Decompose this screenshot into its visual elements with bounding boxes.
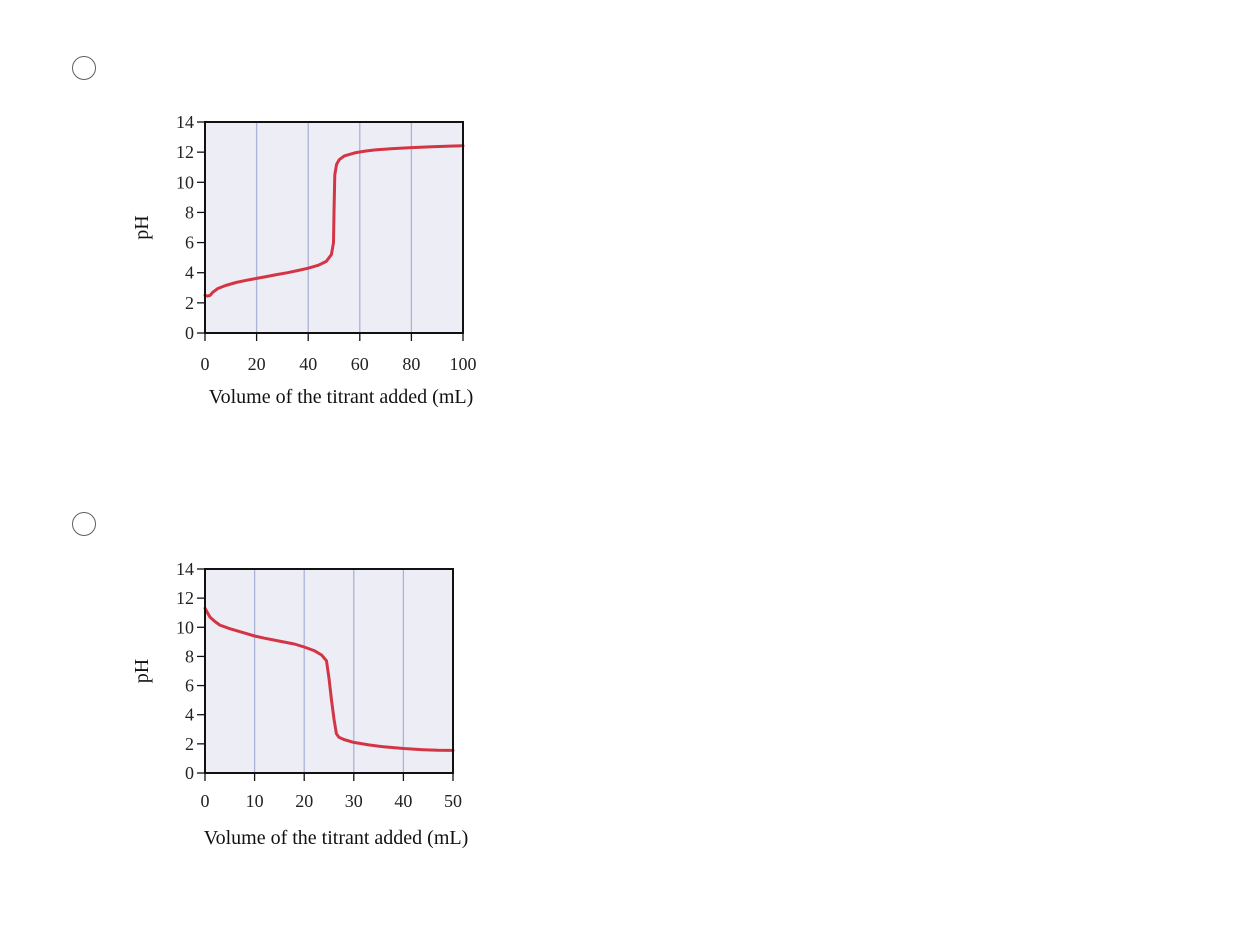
x-tick-label-1-100: 100 [450,354,477,374]
x-axis-title-1: Volume of the titrant added (mL) [209,386,474,408]
y-tick-label-1-8: 8 [185,202,194,222]
x-tick-label-2-30: 30 [345,791,363,811]
titration-curve-chart-1: 0 2 4 6 8 10 12 14 0 20 40 60 80 100 Volume of the tit… [131,112,477,408]
y-tick-label-1-0: 0 [185,323,194,343]
y-tick-label-1-4: 4 [185,263,194,283]
ph-curve-1 [203,144,465,298]
x-tick-label-1-80: 80 [402,354,420,374]
y-tick-label-2-10: 10 [176,617,194,637]
y-tick-label-1-14: 14 [176,112,194,132]
x-tick-label-1-20: 20 [248,354,266,374]
y-tick-label-1-10: 10 [176,172,194,192]
plot-frame-2 [204,568,454,774]
x-tick-label-2-40: 40 [394,791,412,811]
x-tick-label-2-50: 50 [444,791,462,811]
y-tick-label-2-14: 14 [176,559,194,579]
x-tick-label-1-40: 40 [299,354,317,374]
y-tick-label-2-12: 12 [176,588,194,608]
x-tick-label-2-0: 0 [201,791,210,811]
y-tick-label-1-6: 6 [185,233,194,253]
y-tick-label-2-6: 6 [185,676,194,696]
titration-curve-chart-2: 0 2 4 6 8 10 12 14 0 10 20 30 40 50 Volume of the titr… [131,559,469,849]
y-tick-label-2-0: 0 [185,763,194,783]
ph-curve-2 [203,606,455,752]
y-tick-label-1-12: 12 [176,142,194,162]
y-tick-label-2-4: 4 [185,705,194,725]
y-axis-title-2: pH [131,659,153,683]
answer-option-1-radio[interactable] [72,56,96,80]
y-tick-label-2-8: 8 [185,646,194,666]
x-axis-title-2: Volume of the titrant added (mL) [204,827,469,849]
x-tick-label-1-60: 60 [351,354,369,374]
x-tick-label-1-0: 0 [201,354,210,374]
answer-option-2-radio[interactable] [72,512,96,536]
x-tick-label-2-10: 10 [246,791,264,811]
y-tick-label-2-2: 2 [185,734,194,754]
y-axis-title-1: pH [131,215,153,239]
x-tick-label-2-20: 20 [295,791,313,811]
plot-frame-1 [204,121,464,334]
y-tick-label-1-2: 2 [185,293,194,313]
